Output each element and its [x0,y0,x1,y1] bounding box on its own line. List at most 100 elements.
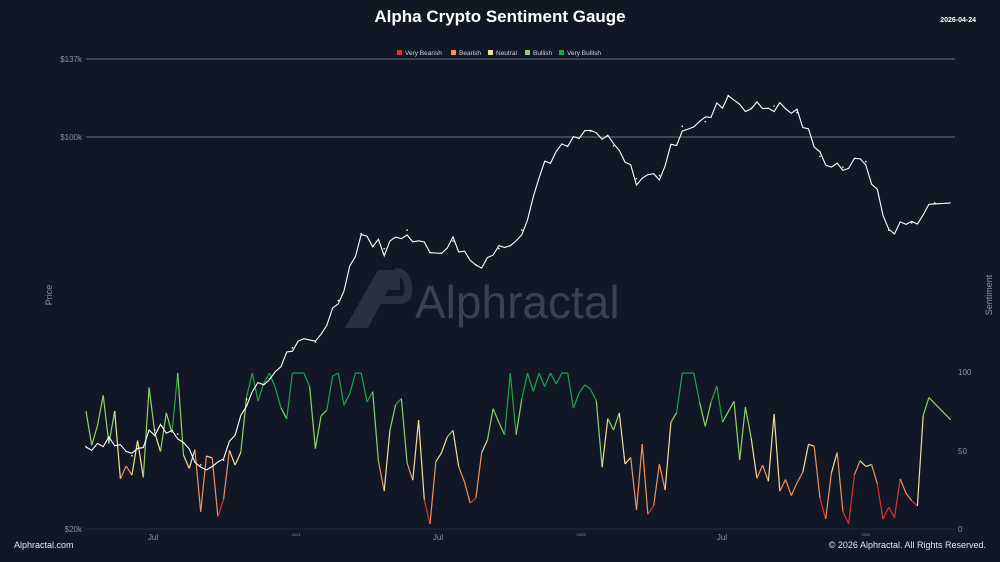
sentiment-segment [177,372,185,456]
sentiment-segment [521,372,529,400]
legend-swatch-bearish [451,50,456,55]
x-tick-jul-2: Jul [433,533,443,542]
sentiment-segment [406,462,414,481]
legend: Very Bearish Bearish Neutral Bullish Ver… [397,50,601,57]
sentiment-segment [206,455,213,459]
watermark-text: Alphractal [415,276,620,328]
chart-title: Alpha Crypto Sentiment Gauge [374,7,626,26]
price-point [681,125,684,128]
sentiment-segment [366,391,374,403]
price-series [85,94,951,471]
sentiment-segment [102,395,110,444]
sentiment-segment [721,411,729,423]
sentiment-segment [658,463,666,491]
price-point [658,174,661,177]
sentiment-segment [509,372,517,435]
sentiment-segment [716,386,724,423]
sentiment-segment [400,398,408,464]
sentiment-segment [567,372,574,409]
sentiment-segment [710,385,718,403]
sentiment-segment [635,444,643,511]
price-point [635,177,638,180]
sentiment-segment [865,464,872,467]
sentiment-segment [486,408,494,441]
sentiment-segment [825,472,832,520]
y2-axis-title: Sentiment [984,274,994,315]
sentiment-segment [790,482,798,496]
legend-swatch-bullish [525,50,530,55]
price-point [383,247,386,250]
sentiment-segment [119,465,127,480]
price-point [245,398,248,401]
price-point [865,160,867,163]
sentiment-segment [337,372,345,406]
sentiment-segment [165,412,173,434]
price-point [406,229,408,231]
price-point [910,222,913,224]
sentiment-segment [704,402,712,427]
price-point [750,107,752,109]
price-point [819,155,821,158]
sentiment-segment [469,497,477,504]
sentiment-segment [871,464,878,484]
sentiment-segment [584,384,591,390]
sentiment-segment [475,452,483,499]
sentiment-segment [96,395,104,426]
sentiment-segment [750,438,758,479]
price-point [429,251,431,254]
legend-label-very-bearish: Very Bearish [405,50,442,57]
legend-swatch-very-bullish [559,50,564,55]
sentiment-segment [435,452,443,463]
sentiment-segment [349,372,357,394]
sentiment-segment [630,457,638,511]
sentiment-segment [544,372,552,387]
sentiment-segment [326,375,334,411]
sentiment-segment [504,372,511,435]
price-point [796,111,798,114]
sentiment-segment [280,407,288,420]
sentiment-segment [578,384,586,394]
sentiment-segment [211,457,219,517]
sentiment-segment [85,410,93,446]
sentiment-segment [876,483,884,520]
sentiment-segment [228,450,236,466]
sentiment-segment [171,372,179,433]
sentiment-segment [217,499,225,517]
sentiment-segment [572,392,580,409]
y2-tick-0: 0 [958,525,963,534]
price-point [176,433,179,435]
sentiment-segment [131,440,139,476]
sentiment-segment [492,408,500,423]
price-point [291,347,294,349]
price-line [85,94,951,471]
sentiment-segment [802,444,810,473]
sentiment-segment [888,506,896,519]
sentiment-segment [739,406,746,461]
watermark-logo-icon-b [378,268,413,304]
sentiment-segment [142,387,150,478]
sentiment-segment [813,446,821,499]
sentiment-segment [223,450,230,500]
sentiment-segment [590,389,597,401]
sentiment-segment [125,465,133,476]
sentiment-segment [481,440,488,453]
y-tick-100k: $100k [60,133,83,142]
price-point [566,145,569,147]
price-point [933,202,936,204]
sentiment-segment [91,425,99,446]
sentiment-segment [320,409,328,417]
sentiment-segment [785,479,792,496]
sentiment-segment [727,401,735,413]
sentiment-segment [899,478,907,494]
sentiment-segment [182,454,190,469]
sentiment-series [85,372,952,525]
sentiment-segment [440,436,448,454]
x-tick-2026: 2026 [862,532,872,537]
legend-label-bearish: Bearish [459,50,481,57]
watermark-logo-icon [345,270,400,328]
footer-site: Alphractal.com [14,540,74,550]
sentiment-segment [498,422,506,436]
sentiment-segment [360,372,368,403]
price-point [612,145,615,147]
sentiment-segment [756,464,764,479]
